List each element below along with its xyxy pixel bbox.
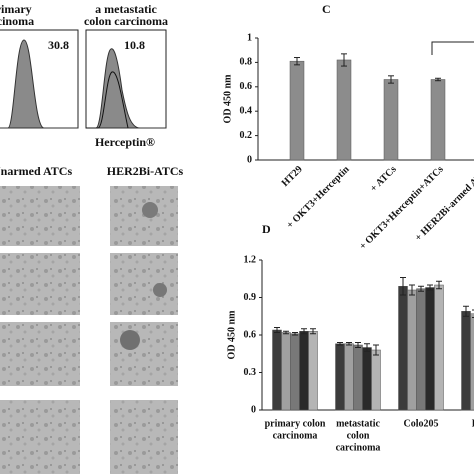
error-bar	[472, 309, 474, 318]
panel-letter: C	[322, 2, 331, 16]
histogram-control	[86, 71, 129, 129]
bar	[336, 59, 352, 161]
bar	[272, 329, 282, 411]
micrograph	[0, 253, 80, 315]
y-tick-label: 0.6	[240, 81, 253, 92]
title: colon carcinoma	[84, 14, 168, 28]
bar	[290, 333, 300, 411]
error-bar	[435, 77, 441, 82]
error-bar	[337, 342, 343, 346]
x-tick-label: primary colon	[265, 418, 326, 429]
y-tick-label: 0.9	[244, 292, 257, 303]
error-bar	[373, 344, 379, 356]
y-tick-label: 0	[247, 154, 252, 165]
x-tick-label: + ATCs	[368, 164, 398, 194]
x-tick-label: colon	[347, 430, 370, 441]
x-tick-label: carcinoma	[273, 430, 318, 441]
cluster	[142, 202, 158, 218]
value: 30.8	[48, 38, 69, 52]
error-bar	[436, 280, 442, 290]
x-tick-label: + OKT3+Herceptin+ATCs	[358, 164, 446, 252]
bar	[299, 331, 309, 411]
bar	[353, 344, 363, 411]
error-bar	[364, 343, 370, 352]
y-tick-label: 0.3	[244, 367, 257, 378]
y-tick-label: 0.6	[244, 329, 257, 340]
x-tick-label: + HER2Bi-armed ATCs	[413, 164, 474, 244]
micrograph	[0, 322, 80, 386]
bar	[371, 349, 381, 411]
micrograph	[110, 322, 178, 386]
bar	[416, 288, 426, 411]
histogram	[0, 39, 78, 129]
bar	[407, 289, 417, 411]
error-bar	[463, 305, 469, 317]
panel-a: a primary colon carcinoma 30.8 a metasta…	[0, 2, 168, 149]
error-bar	[418, 285, 424, 292]
y-tick-label: 0.4	[240, 105, 253, 116]
bar	[430, 79, 446, 161]
column-header: Unarmed ATCs	[0, 164, 72, 178]
bar	[344, 343, 354, 411]
error-bar	[274, 327, 280, 333]
y-tick-label: 1.2	[244, 254, 257, 265]
error-bar	[346, 342, 352, 346]
bar	[308, 331, 318, 411]
micrograph	[0, 186, 80, 246]
y-axis-label: OD 450 nm	[222, 74, 233, 124]
error-bar	[292, 332, 298, 336]
micrograph	[110, 186, 178, 246]
bar	[470, 313, 474, 411]
panel-letter: D	[262, 222, 271, 236]
cluster	[153, 283, 167, 297]
y-tick-label: 0.8	[240, 57, 253, 68]
title: colon carcinoma	[0, 14, 34, 28]
micrograph	[0, 400, 80, 474]
bracket	[431, 41, 474, 55]
error-bar	[427, 284, 433, 291]
bar	[398, 286, 408, 411]
micrograph	[110, 400, 178, 474]
micrograph	[110, 253, 178, 315]
bar	[434, 284, 444, 411]
bar	[281, 332, 291, 411]
column-header: HER2Bi-ATCs	[107, 164, 184, 178]
error-bar	[400, 277, 406, 296]
x-tick-label: metastatic	[336, 418, 380, 429]
bar	[289, 60, 305, 161]
histogram	[86, 48, 166, 129]
x-label: Herceptin®	[95, 135, 155, 149]
error-bar	[409, 284, 415, 296]
x-tick-label: HT29	[472, 418, 474, 429]
error-bar	[310, 328, 316, 335]
y-tick-label: 0.2	[240, 130, 253, 141]
x-tick-label: carcinoma	[336, 442, 381, 453]
error-bar	[294, 57, 300, 66]
bar	[461, 311, 471, 411]
error-bar	[283, 330, 289, 335]
y-tick-label: 0	[251, 404, 256, 415]
error-bar	[388, 75, 394, 84]
bar	[425, 287, 435, 411]
cluster	[120, 330, 140, 350]
y-tick-label: 1	[247, 32, 252, 43]
bar	[335, 343, 345, 411]
bar	[383, 79, 399, 161]
panel-b: Unarmed ATCs HER2Bi-ATCs	[0, 164, 184, 474]
bar	[362, 347, 372, 411]
error-bar	[355, 342, 361, 348]
x-tick-label: Colo205	[404, 418, 439, 429]
title: a primary	[0, 2, 32, 16]
error-bar	[341, 53, 347, 67]
error-bar	[301, 328, 307, 335]
x-tick-label: HT29	[280, 164, 305, 189]
title: a metastatic	[95, 2, 157, 16]
value: 10.8	[124, 38, 145, 52]
y-axis-label: OD 450 nm	[226, 310, 237, 360]
